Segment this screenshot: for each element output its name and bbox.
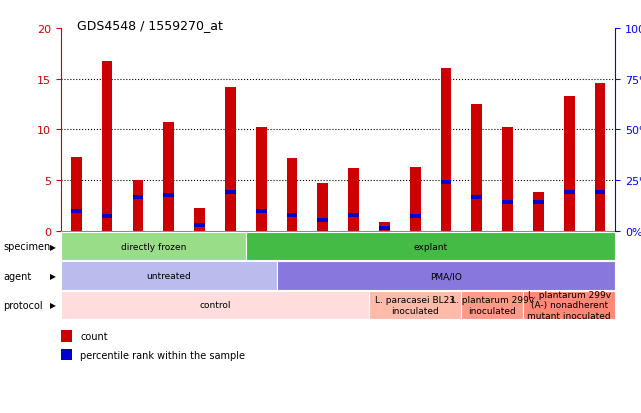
Text: untreated: untreated [146,271,191,280]
Bar [379,222,390,231]
Text: control: control [199,301,231,310]
Text: protocol: protocol [3,300,43,310]
Text: count: count [80,331,108,341]
Bar [440,69,451,231]
Bar [256,209,267,213]
Bar [595,83,605,231]
Bar [225,191,236,195]
Bar [440,181,451,185]
Bar [163,194,174,198]
Text: PMA/IO: PMA/IO [430,271,462,280]
Bar [133,196,144,200]
Bar [287,213,297,217]
Text: specimen: specimen [3,242,51,252]
Bar [163,123,174,231]
Bar [348,213,359,217]
Bar [348,169,359,231]
Bar [379,226,390,230]
Bar [194,208,205,231]
Bar [287,159,297,231]
Text: explant: explant [413,242,447,251]
Bar [102,62,112,231]
Text: percentile rank within the sample: percentile rank within the sample [80,350,245,360]
Bar [194,223,205,227]
Bar [317,184,328,231]
Bar [502,201,513,205]
Bar [533,193,544,231]
Bar [410,214,420,218]
Bar [502,128,513,231]
Bar [225,88,236,231]
Bar [317,218,328,222]
Text: agent: agent [3,271,31,281]
Bar [256,128,267,231]
Bar [564,97,574,231]
Bar [471,196,482,200]
Text: directly frozen: directly frozen [121,242,186,251]
Text: L. plantarum 299v
inoculated: L. plantarum 299v inoculated [451,296,534,315]
Text: L. paracasei BL23
inoculated: L. paracasei BL23 inoculated [375,296,455,315]
Text: L. plantarum 299v
(A-) nonadherent
mutant inoculated: L. plantarum 299v (A-) nonadherent mutan… [528,290,611,320]
Text: ▶: ▶ [49,242,56,251]
Bar [471,105,482,231]
Bar [410,168,420,231]
Bar [71,157,81,231]
Bar [595,191,605,195]
Text: ▶: ▶ [49,301,56,310]
Bar [71,209,81,213]
Text: GDS4548 / 1559270_at: GDS4548 / 1559270_at [77,19,223,31]
Text: ▶: ▶ [49,271,56,280]
Bar [133,181,144,231]
Bar [102,214,112,218]
Bar [564,191,574,195]
Bar [533,201,544,205]
